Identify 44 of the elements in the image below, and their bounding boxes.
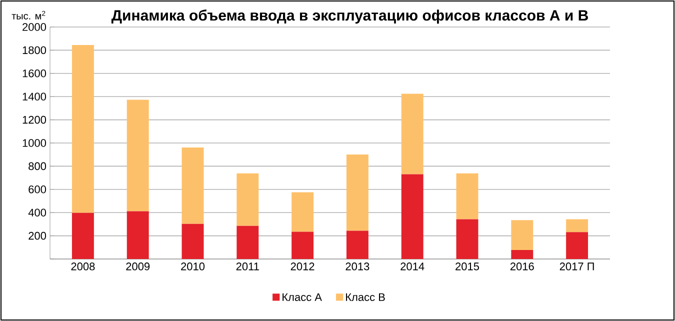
y-axis-title: тыс. м$^{2}$ — [12, 10, 46, 20]
bar — [511, 250, 534, 259]
x-tick-label: 2016 — [510, 262, 534, 270]
legend-label: Класс А — [282, 293, 322, 302]
bar — [182, 148, 204, 224]
bar — [566, 232, 588, 259]
bar — [401, 174, 424, 259]
bar — [126, 211, 149, 259]
y-tick-label: 600 — [28, 186, 46, 194]
bar — [346, 154, 368, 231]
y-tick-label: 1200 — [22, 116, 46, 124]
x-tick-label: 2008 — [71, 262, 95, 270]
bar — [182, 224, 204, 259]
y-tick-label: 1800 — [22, 46, 46, 54]
y-tick-label: 200 — [28, 232, 46, 240]
bar — [456, 173, 478, 220]
bar — [401, 94, 424, 174]
x-tick-label: 2013 — [346, 262, 370, 270]
x-tick-label: 2009 — [126, 262, 150, 270]
legend-label: Класс В — [346, 293, 385, 302]
bar — [292, 192, 314, 232]
y-tick-label: 400 — [28, 208, 46, 216]
chart-title: Динамика объема ввода в эксплуатацию офисов классов А и В — [111, 10, 588, 24]
bar — [72, 44, 94, 213]
y-tick-label: 2000 — [22, 23, 46, 31]
bar — [236, 226, 259, 259]
bar — [292, 232, 314, 259]
y-tick-label: 1400 — [22, 92, 46, 100]
bar — [346, 230, 368, 259]
x-tick-label: 2014 — [400, 262, 424, 270]
x-tick-label: 2010 — [181, 262, 205, 270]
bar — [126, 100, 149, 212]
bar — [566, 219, 588, 232]
bar — [72, 212, 94, 259]
x-tick-label: 2011 — [236, 262, 259, 270]
x-tick-label: 2012 — [290, 262, 314, 270]
y-tick-label: 800 — [28, 162, 46, 170]
bar — [456, 219, 478, 259]
bar — [236, 173, 259, 226]
x-tick-label: 2017 П — [560, 262, 594, 270]
y-tick-label: 1000 — [22, 139, 46, 147]
y-tick-label: 1600 — [22, 70, 46, 78]
x-tick-label: 2015 — [456, 262, 480, 270]
bar — [511, 220, 534, 250]
